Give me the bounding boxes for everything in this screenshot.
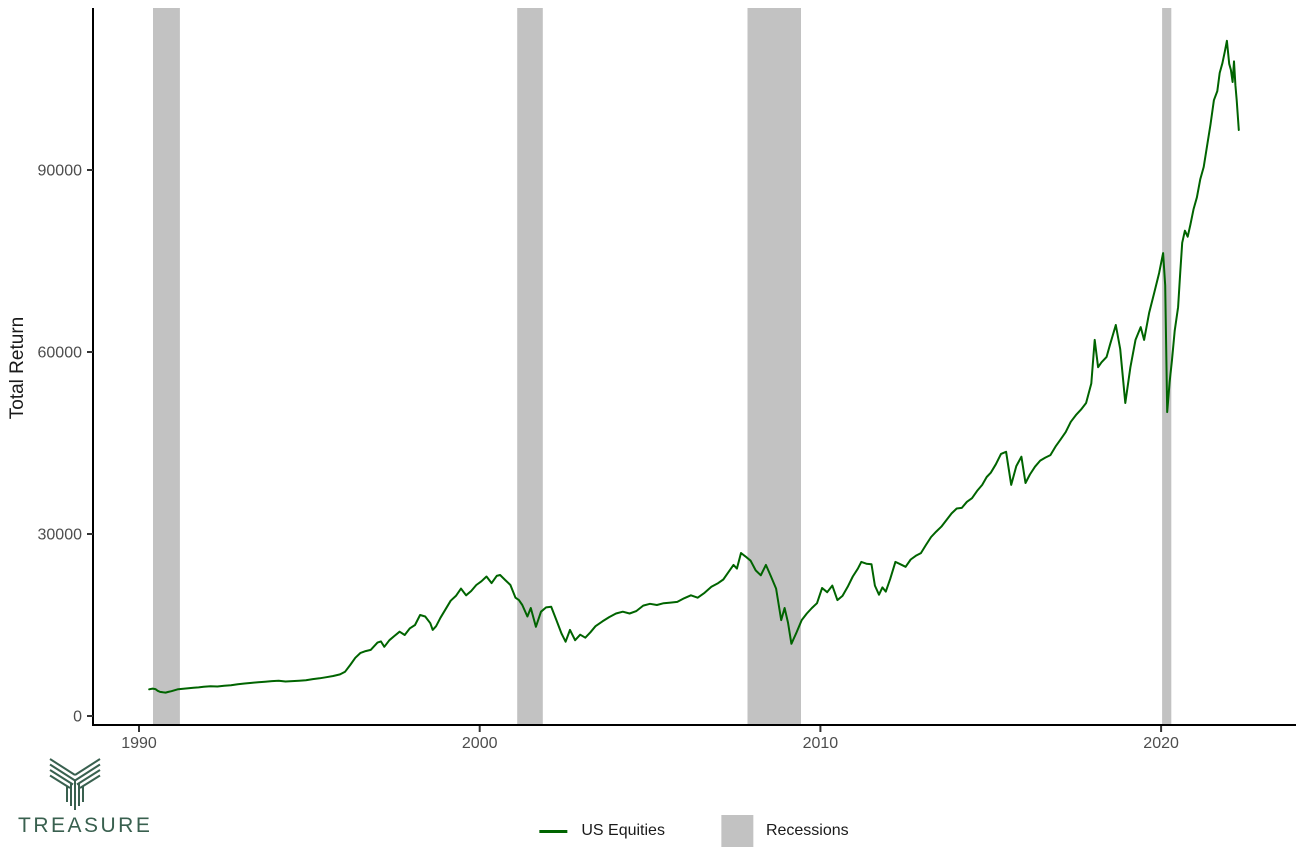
recession-band <box>153 8 180 725</box>
legend-item-recessions: Recessions <box>720 815 849 847</box>
recession-band <box>747 8 801 725</box>
x-tick-label: 2020 <box>1143 735 1179 752</box>
legend-label-recessions: Recessions <box>765 822 849 839</box>
treasure-logo-text: TREASURE <box>18 814 153 837</box>
x-tick-label: 1990 <box>121 735 157 752</box>
chart-legend: US Equities Recessions <box>539 815 849 847</box>
us-equities-line <box>148 39 1240 694</box>
y-tick-label: 30000 <box>38 526 83 543</box>
y-axis-title: Total Return <box>7 316 28 420</box>
x-tick-label: 2000 <box>462 735 498 752</box>
legend-label-us-equities: US Equities <box>581 822 665 839</box>
recession-swatch-icon <box>720 815 753 847</box>
x-tick-label: 2010 <box>803 735 839 752</box>
treasure-logo: TREASURE <box>18 758 168 838</box>
us-equities-line-swatch-icon <box>539 829 568 833</box>
y-tick-label: 90000 <box>38 162 83 179</box>
y-tick-label: 60000 <box>38 344 83 361</box>
treasure-logo-icon <box>49 758 101 810</box>
legend-item-us-equities: US Equities <box>539 822 665 840</box>
y-tick-label: 0 <box>73 708 82 725</box>
